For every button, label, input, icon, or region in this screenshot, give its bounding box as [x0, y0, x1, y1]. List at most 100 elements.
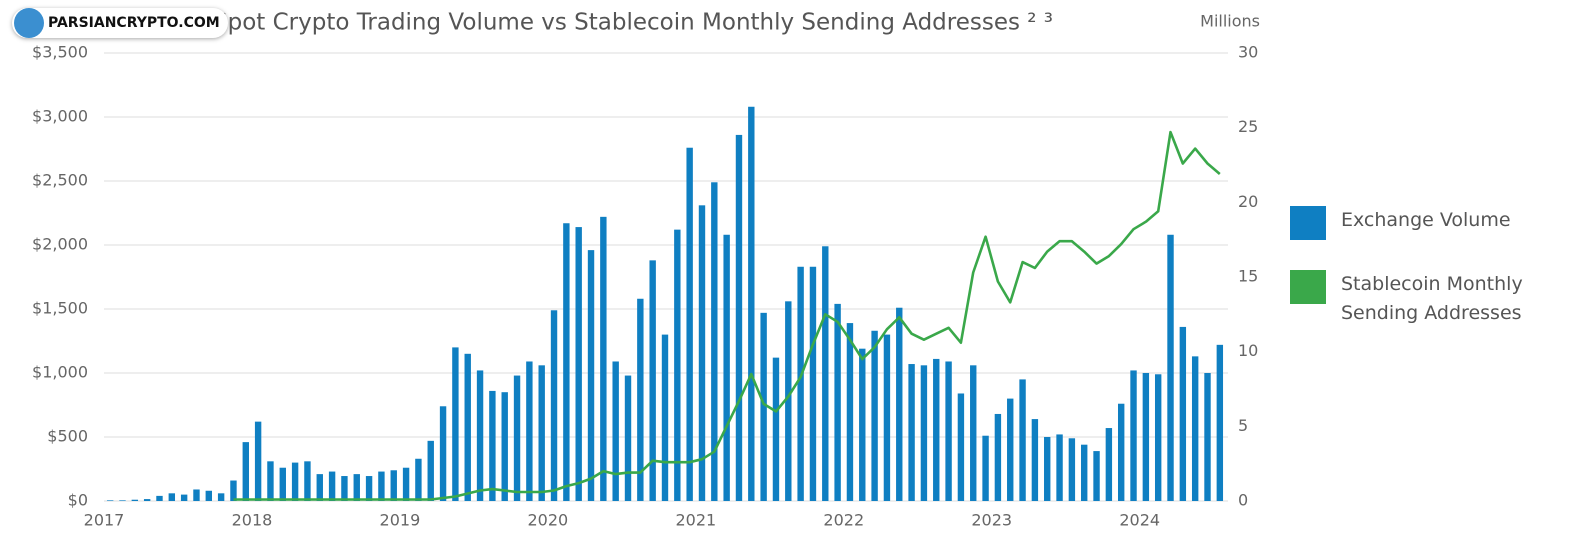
bar	[365, 476, 373, 501]
chart-title: Spot Crypto Trading Volume vs Stablecoin…	[213, 10, 1053, 36]
bar	[538, 365, 545, 501]
bar	[1216, 344, 1224, 501]
watermark: PARSIANCRYPTO.COM	[12, 8, 228, 38]
bar	[402, 467, 410, 501]
bar	[846, 323, 854, 501]
bar	[513, 375, 521, 501]
bar	[489, 390, 496, 501]
bar	[1130, 370, 1137, 501]
bar	[1117, 403, 1125, 501]
bar	[168, 493, 176, 501]
bar	[526, 361, 533, 501]
x-tick-label: 2023	[971, 511, 1012, 530]
bar	[994, 413, 1002, 501]
bar	[612, 361, 619, 501]
y-tick-label: $500	[47, 427, 88, 446]
bar	[550, 310, 558, 501]
bar	[1191, 356, 1199, 501]
x-tick-label: 2022	[823, 511, 864, 530]
legend-item: Stablecoin Monthly Sending Addresses	[1290, 270, 1550, 328]
bar	[106, 500, 114, 501]
bar	[587, 250, 595, 501]
bar	[1044, 437, 1051, 501]
bar	[674, 229, 681, 501]
y2-tick-label: 30	[1238, 43, 1258, 62]
x-tick-label: 2019	[380, 511, 421, 530]
bar	[1056, 434, 1063, 501]
plot: $0 $500 $1,000 $1,500 $2,000 $2,500 $3,000 $3,5…	[32, 43, 1258, 530]
bar	[390, 470, 397, 501]
bar	[970, 365, 977, 501]
bar	[1007, 398, 1014, 501]
bar	[1179, 326, 1187, 501]
bar	[205, 490, 213, 501]
bar	[501, 392, 508, 501]
bar	[1204, 373, 1211, 501]
bar	[785, 301, 792, 501]
line	[233, 130, 1221, 501]
bar	[476, 370, 484, 501]
bar	[637, 298, 644, 501]
y2-unit: Millions	[1200, 12, 1260, 31]
bar	[563, 223, 570, 502]
bar	[1142, 373, 1150, 501]
bar	[908, 364, 915, 501]
bar	[624, 375, 632, 501]
bar	[834, 303, 841, 501]
bar	[822, 246, 829, 501]
y-tick-label: $0	[68, 491, 88, 510]
bar	[415, 458, 422, 501]
bar	[156, 495, 163, 501]
watermark-icon	[14, 8, 44, 38]
bar	[291, 462, 299, 501]
bar	[1031, 419, 1039, 501]
bar	[661, 334, 669, 501]
y-tick-label: $1,000	[32, 363, 88, 382]
x-tick-label: 2017	[84, 511, 125, 530]
legend-swatch	[1290, 270, 1326, 304]
bar	[575, 227, 582, 501]
x-tick-label: 2018	[232, 511, 273, 530]
bar	[180, 494, 188, 501]
y2-tick-label: 15	[1238, 267, 1258, 286]
bar	[945, 361, 952, 501]
bar	[1105, 428, 1113, 501]
bar	[267, 461, 274, 501]
bar	[341, 476, 348, 501]
bar	[772, 357, 780, 501]
legend: Exchange Volume Stablecoin Monthly Sendin…	[1290, 206, 1550, 358]
y2-tick-label: 20	[1238, 192, 1258, 211]
legend-label: Stablecoin Monthly Sending Addresses	[1341, 273, 1523, 324]
y-tick-label: $3,500	[32, 43, 88, 62]
bar	[748, 106, 755, 501]
bar	[328, 471, 336, 501]
x-tick-label: 2024	[1119, 511, 1160, 530]
bar	[316, 474, 323, 501]
bar	[982, 435, 989, 501]
watermark-text: PARSIANCRYPTO.COM	[48, 15, 220, 31]
bar	[809, 266, 817, 501]
bar	[1019, 379, 1026, 501]
bar	[464, 353, 471, 501]
x-tick-label: 2021	[675, 511, 716, 530]
y2-tick-label: 5	[1238, 416, 1248, 435]
y-tick-label: $3,000	[32, 107, 88, 126]
bar	[279, 467, 286, 501]
bar	[353, 474, 360, 501]
bar	[649, 260, 656, 501]
y-tick-label: $2,000	[32, 235, 88, 254]
bar	[723, 234, 730, 501]
bar	[439, 406, 447, 501]
bar	[143, 499, 151, 501]
bar	[131, 499, 139, 501]
bar	[1093, 451, 1100, 501]
bar	[933, 358, 940, 501]
bar	[600, 216, 607, 501]
bar	[797, 266, 804, 501]
bar	[1068, 438, 1076, 501]
y2-tick-label: 10	[1238, 341, 1258, 360]
bar	[920, 365, 928, 501]
bar	[883, 334, 891, 501]
